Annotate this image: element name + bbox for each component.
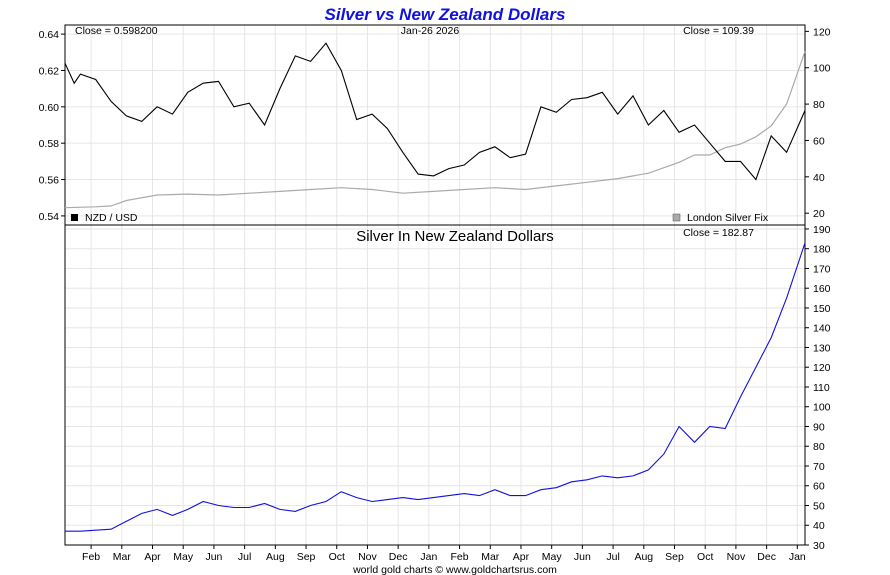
top-left-tick-label: 0.64 (39, 29, 60, 41)
bottom-panel-title: Silver In New Zealand Dollars (356, 228, 554, 245)
x-tick-label: Jun (205, 551, 222, 563)
x-tick-label: May (542, 551, 563, 563)
x-tick-label: Jan (789, 551, 806, 563)
bottom-right-tick-label: 140 (813, 323, 831, 335)
bottom-right-tick-label: 170 (813, 263, 831, 275)
x-tick-label: Sep (297, 551, 316, 563)
bottom-right-tick-label: 50 (813, 500, 825, 512)
x-tick-label: Jul (606, 551, 619, 563)
bottom-right-tick-label: 190 (813, 224, 831, 236)
bottom-right-tick-label: 150 (813, 303, 831, 315)
x-tick-label: Apr (513, 551, 530, 563)
bottom-right-tick-label: 30 (813, 540, 825, 552)
bottom-panel-grid (65, 225, 805, 546)
top-left-close: Close = 0.598200 (75, 25, 158, 37)
x-tick-label: Jan (420, 551, 437, 563)
bottom-right-tick-label: 180 (813, 244, 831, 256)
bottom-right-tick-label: 70 (813, 461, 825, 473)
x-tick-label: Jul (238, 551, 251, 563)
x-tick-label: Mar (481, 551, 500, 563)
bottom-right-tick-label: 100 (813, 402, 831, 414)
x-tick-label: Feb (451, 551, 469, 563)
top-panel-grid (65, 25, 805, 225)
x-tick-label: Sep (665, 551, 684, 563)
bottom-panel-frame (64, 224, 806, 546)
x-tick-label: Nov (727, 551, 746, 563)
legend-nzd-label: NZD / USD (85, 212, 138, 224)
top-right-close: Close = 109.39 (683, 25, 754, 37)
top-right-tick-label: 60 (813, 135, 825, 147)
top-right-tick-label: 20 (813, 208, 825, 220)
top-left-tick-label: 0.58 (39, 138, 60, 150)
bottom-right-tick-label: 60 (813, 481, 825, 493)
top-left-tick-label: 0.54 (39, 211, 60, 223)
silver-nzd-line (65, 242, 806, 532)
x-tick-label: Dec (757, 551, 776, 563)
x-tick-label: Nov (358, 551, 377, 563)
bottom-panel-series (65, 242, 806, 532)
bottom-right-tick-label: 40 (813, 520, 825, 532)
axes: Feb Mar Apr May Jun Jul Aug Sep Oct Nov Dec Jan Feb M… (39, 26, 831, 563)
x-tick-label: Apr (144, 551, 161, 563)
chart-title: Silver vs New Zealand Dollars (325, 5, 566, 24)
x-tick-label: May (173, 551, 194, 563)
x-tick-label: Aug (634, 551, 653, 563)
bottom-right-close: Close = 182.87 (683, 227, 754, 239)
top-right-tick-label: 80 (813, 99, 825, 111)
bottom-right-tick-label: 130 (813, 342, 831, 354)
legend-nzd-swatch (71, 214, 78, 221)
top-center-date: Jan-26 2026 (401, 25, 460, 37)
top-panel-series (64, 42, 806, 209)
legend-silver-fix-swatch (672, 213, 681, 222)
bottom-right-tick-label: 80 (813, 441, 825, 453)
footer-credit: world gold charts © www.goldchartsrus.co… (352, 564, 557, 575)
nzd-usd-line (64, 42, 806, 181)
top-right-tick-label: 100 (813, 63, 831, 75)
x-tick-label: Feb (82, 551, 100, 563)
bottom-right-tick-label: 90 (813, 421, 825, 433)
x-tick-label: Jun (574, 551, 591, 563)
legend-silver-fix-label: London Silver Fix (687, 212, 769, 224)
x-tick-label: Dec (389, 551, 408, 563)
silver-fix-line (64, 51, 806, 209)
top-left-tick-label: 0.62 (39, 65, 60, 77)
x-tick-label: Oct (329, 551, 345, 563)
top-left-tick-label: 0.60 (39, 102, 60, 114)
x-tick-label: Oct (697, 551, 713, 563)
top-right-tick-label: 120 (813, 26, 831, 38)
bottom-right-tick-label: 160 (813, 283, 831, 295)
bottom-right-tick-label: 120 (813, 362, 831, 374)
top-left-tick-label: 0.56 (39, 175, 60, 187)
top-right-tick-label: 40 (813, 172, 825, 184)
x-tick-label: Mar (113, 551, 132, 563)
bottom-right-tick-label: 110 (813, 382, 830, 394)
x-tick-label: Aug (266, 551, 285, 563)
